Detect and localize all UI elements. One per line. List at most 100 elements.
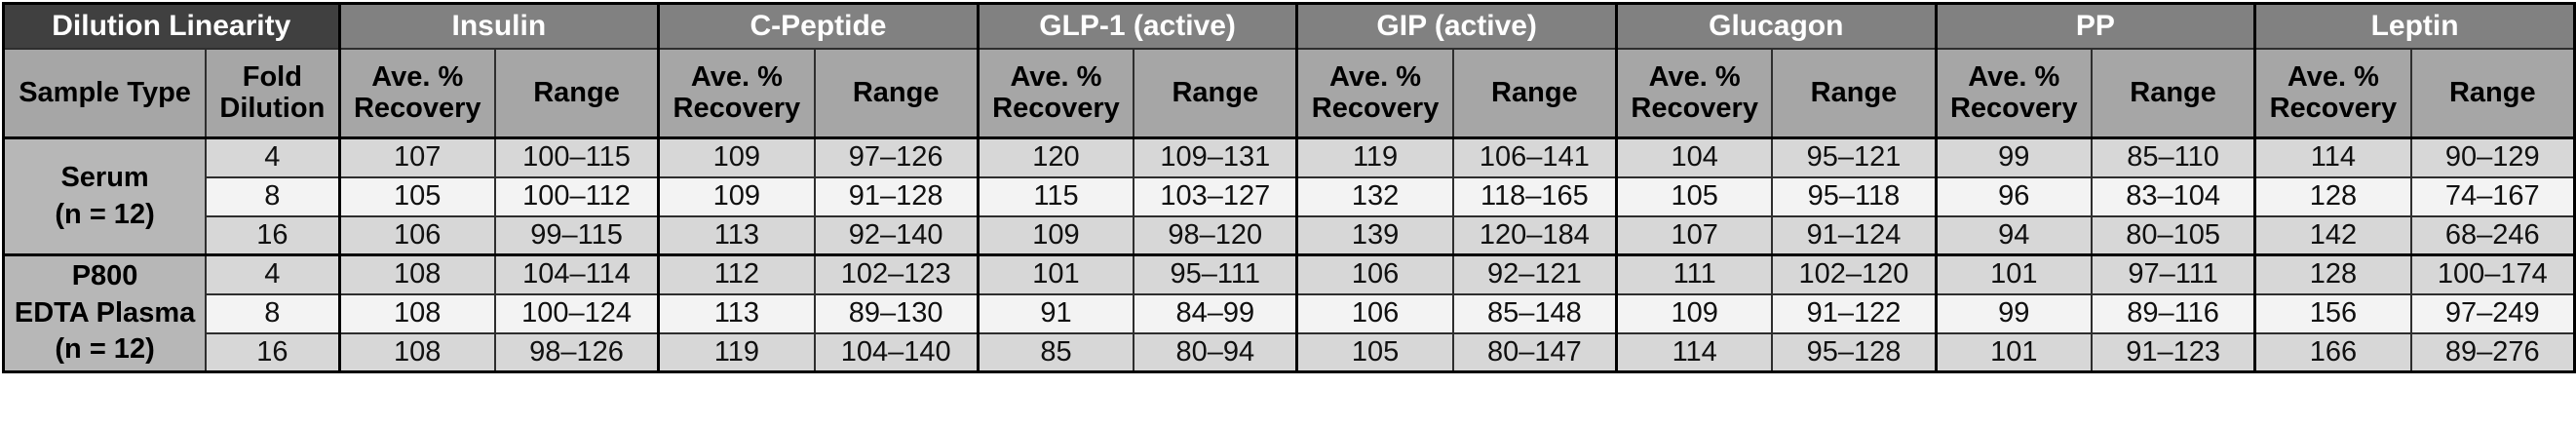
table-row: Serum (n = 12) 4 107 100–115 109 97–126 120 109… <box>2 136 2576 256</box>
ave-recovery-value-glucagon: 109 <box>1614 292 1774 334</box>
fold-dilution-value: 4 <box>205 253 341 295</box>
range-value-insulin: 100–124 <box>493 292 660 334</box>
range-header-glp-1-active: Range <box>1133 47 1298 139</box>
ave-recovery-value-pp: 101 <box>1934 253 2093 295</box>
range-header-gip-active: Range <box>1451 47 1618 139</box>
ave-recovery-value-glp-1-active: 91 <box>976 292 1135 334</box>
ave-recovery-value-glucagon: 111 <box>1614 253 1774 295</box>
range-value-glp-1-active: 103–127 <box>1133 175 1298 217</box>
analyte-header-c-peptide: C-Peptide <box>657 2 980 50</box>
ave-recovery-value-glp-1-active: 101 <box>976 253 1135 295</box>
range-value-gip-active: 80–147 <box>1451 331 1618 373</box>
range-value-pp: 97–111 <box>2090 253 2256 295</box>
ave-recovery-value-c-peptide: 119 <box>657 331 816 373</box>
range-value-insulin: 100–112 <box>493 175 660 217</box>
fold-dilution-value: 8 <box>205 292 341 334</box>
fold-dilution-header: Fold Dilution <box>205 47 341 139</box>
analyte-header-leptin: Leptin <box>2253 2 2576 50</box>
range-value-gip-active: 92–121 <box>1451 253 1618 295</box>
ave-recovery-value-glucagon: 104 <box>1614 136 1774 178</box>
fold-dilution-value: 16 <box>205 214 341 256</box>
range-header-pp: Range <box>2090 47 2256 139</box>
dilution-linearity-table-container: Dilution Linearity Insulin C-Peptide GLP-1 … <box>2 2 2576 373</box>
range-value-glucagon: 91–122 <box>1771 292 1938 334</box>
ave-recovery-value-glucagon: 105 <box>1614 175 1774 217</box>
range-value-leptin: 97–249 <box>2409 292 2576 334</box>
range-value-leptin: 100–174 <box>2409 253 2576 295</box>
range-value-pp: 83–104 <box>2090 175 2256 217</box>
fold-dilution-value: 8 <box>205 175 341 217</box>
range-value-insulin: 104–114 <box>493 253 660 295</box>
ave-recovery-value-c-peptide: 112 <box>657 253 816 295</box>
ave-recovery-header-pp: Ave. % Recovery <box>1934 47 2093 139</box>
range-value-glucagon: 91–124 <box>1771 214 1938 256</box>
ave-recovery-value-glp-1-active: 109 <box>976 214 1135 256</box>
range-value-leptin: 74–167 <box>2409 175 2576 217</box>
ave-recovery-header-glucagon: Ave. % Recovery <box>1614 47 1774 139</box>
range-value-leptin: 90–129 <box>2409 136 2576 178</box>
analyte-header-gip-active: GIP (active) <box>1295 2 1618 50</box>
ave-recovery-value-insulin: 106 <box>337 214 496 256</box>
ave-recovery-value-insulin: 108 <box>337 331 496 373</box>
ave-recovery-value-pp: 101 <box>1934 331 2093 373</box>
range-value-leptin: 68–246 <box>2409 214 2576 256</box>
range-value-c-peptide: 102–123 <box>813 253 980 295</box>
range-value-c-peptide: 97–126 <box>813 136 980 178</box>
sample-type-cell-serum: Serum (n = 12) <box>2 136 208 256</box>
ave-recovery-value-glucagon: 107 <box>1614 214 1774 256</box>
analyte-header-pp: PP <box>1934 2 2256 50</box>
ave-recovery-value-leptin: 114 <box>2253 136 2412 178</box>
range-value-leptin: 89–276 <box>2409 331 2576 373</box>
table-row: 8 105 100–112 109 91–128 115 103–127 132 118–165… <box>4 175 2576 217</box>
ave-recovery-value-insulin: 105 <box>337 175 496 217</box>
range-header-c-peptide: Range <box>813 47 980 139</box>
ave-recovery-value-leptin: 128 <box>2253 175 2412 217</box>
range-value-pp: 80–105 <box>2090 214 2256 256</box>
table-body: Serum (n = 12) 4 107 100–115 109 97–126 120 109… <box>2 136 2576 373</box>
range-value-glucagon: 95–118 <box>1771 175 1938 217</box>
ave-recovery-value-pp: 96 <box>1934 175 2093 217</box>
ave-recovery-value-leptin: 128 <box>2253 253 2412 295</box>
ave-recovery-value-glp-1-active: 115 <box>976 175 1135 217</box>
ave-recovery-header-c-peptide: Ave. % Recovery <box>657 47 816 139</box>
range-value-glp-1-active: 80–94 <box>1133 331 1298 373</box>
ave-recovery-value-gip-active: 106 <box>1295 253 1454 295</box>
range-value-c-peptide: 92–140 <box>813 214 980 256</box>
ave-recovery-value-gip-active: 132 <box>1295 175 1454 217</box>
ave-recovery-value-glp-1-active: 85 <box>976 331 1135 373</box>
ave-recovery-value-c-peptide: 109 <box>657 175 816 217</box>
ave-recovery-value-c-peptide: 109 <box>657 136 816 178</box>
ave-recovery-header-glp-1-active: Ave. % Recovery <box>976 47 1135 139</box>
dilution-linearity-table: Dilution Linearity Insulin C-Peptide GLP-1 … <box>2 2 2576 373</box>
ave-recovery-header-leptin: Ave. % Recovery <box>2253 47 2412 139</box>
table-header: Dilution Linearity Insulin C-Peptide GLP-1 … <box>2 2 2576 139</box>
ave-recovery-value-glucagon: 114 <box>1614 331 1774 373</box>
range-value-c-peptide: 104–140 <box>813 331 980 373</box>
table-title-cell: Dilution Linearity <box>2 2 341 50</box>
range-value-insulin: 98–126 <box>493 331 660 373</box>
ave-recovery-value-gip-active: 119 <box>1295 136 1454 178</box>
ave-recovery-header-gip-active: Ave. % Recovery <box>1295 47 1454 139</box>
ave-recovery-value-c-peptide: 113 <box>657 292 816 334</box>
ave-recovery-value-gip-active: 105 <box>1295 331 1454 373</box>
ave-recovery-value-pp: 99 <box>1934 292 2093 334</box>
ave-recovery-header-insulin: Ave. % Recovery <box>337 47 496 139</box>
range-value-glucagon: 95–121 <box>1771 136 1938 178</box>
ave-recovery-value-glp-1-active: 120 <box>976 136 1135 178</box>
ave-recovery-value-pp: 94 <box>1934 214 2093 256</box>
analyte-header-glp-1-active: GLP-1 (active) <box>976 2 1298 50</box>
range-header-glucagon: Range <box>1771 47 1938 139</box>
range-value-pp: 91–123 <box>2090 331 2256 373</box>
ave-recovery-value-insulin: 108 <box>337 292 496 334</box>
ave-recovery-value-pp: 99 <box>1934 136 2093 178</box>
range-header-insulin: Range <box>493 47 660 139</box>
table-row: 16 106 99–115 113 92–140 109 98–120 139 120–184 1… <box>4 214 2576 256</box>
fold-dilution-value: 4 <box>205 136 341 178</box>
ave-recovery-value-leptin: 166 <box>2253 331 2412 373</box>
range-value-insulin: 99–115 <box>493 214 660 256</box>
range-value-glucagon: 95–128 <box>1771 331 1938 373</box>
analyte-header-glucagon: Glucagon <box>1614 2 1938 50</box>
table-row: 8 108 100–124 113 89–130 91 84–99 106 85–148 109 9… <box>4 292 2576 334</box>
range-value-glp-1-active: 109–131 <box>1133 136 1298 178</box>
range-value-gip-active: 118–165 <box>1451 175 1618 217</box>
